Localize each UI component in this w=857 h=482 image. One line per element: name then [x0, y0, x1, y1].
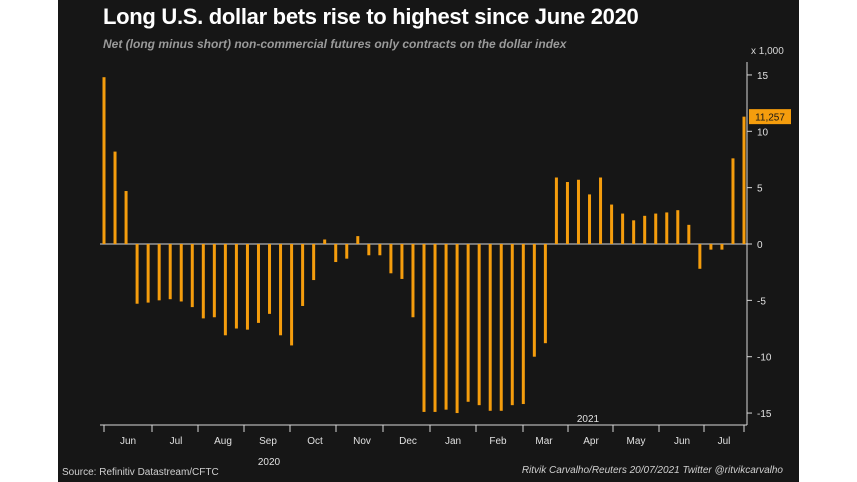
bar	[356, 236, 360, 244]
x-tick-label: Jul	[170, 436, 183, 447]
bar	[532, 244, 536, 357]
bar	[146, 244, 150, 303]
x-tick-label: Oct	[307, 436, 323, 447]
bar	[588, 194, 592, 244]
bar	[654, 213, 658, 244]
bar	[731, 158, 735, 244]
bar	[279, 244, 283, 336]
x-tick-label: Jun	[674, 436, 690, 447]
bar	[367, 244, 371, 256]
y-tick-label: 10	[757, 127, 769, 138]
y-tick-label: -10	[757, 353, 772, 364]
bar	[102, 77, 106, 244]
bar	[400, 244, 404, 279]
bar	[610, 204, 614, 244]
value-callout-label: 11,257	[755, 113, 785, 124]
x-tick-label: Jan	[445, 436, 461, 447]
x-tick-label: Mar	[535, 436, 553, 447]
bar	[599, 177, 603, 244]
bar	[234, 244, 238, 329]
bar	[334, 244, 338, 263]
bar	[124, 191, 128, 244]
bar	[223, 244, 227, 336]
bar	[190, 244, 194, 308]
bar	[488, 244, 492, 411]
bar	[290, 244, 294, 346]
bar	[135, 244, 139, 304]
bar	[742, 116, 746, 244]
x-tick-label: Jul	[718, 436, 731, 447]
bar-chart: 15 10 5 0 -5 -10 -15 Jun Jul Aug Sep Oct Nov Dec Jan Fe…	[100, 62, 791, 468]
bar	[411, 244, 415, 318]
bar	[576, 179, 580, 244]
x-year-label: 2021	[577, 414, 600, 425]
y-tick-label: 15	[757, 71, 769, 82]
bar	[455, 244, 459, 414]
bar	[521, 244, 525, 405]
bar	[422, 244, 426, 412]
x-tick-label: Aug	[214, 436, 232, 447]
bar	[643, 215, 647, 244]
bar	[687, 224, 691, 244]
bar	[378, 244, 382, 256]
x-tick-label: Jun	[120, 436, 136, 447]
bar	[168, 244, 172, 300]
bar	[345, 244, 349, 259]
bar	[632, 220, 636, 244]
y-axis-unit: x 1,000	[751, 46, 784, 57]
bar	[179, 244, 183, 302]
bar	[720, 244, 724, 250]
bar	[621, 213, 625, 244]
bar	[698, 244, 702, 269]
value-callout-box	[749, 109, 791, 125]
bar	[543, 244, 547, 344]
bar	[301, 244, 305, 306]
bar	[477, 244, 481, 406]
bar	[212, 244, 216, 318]
bar	[256, 244, 260, 323]
x-tick-label: Nov	[353, 436, 371, 447]
bar	[312, 244, 316, 281]
chart-subtitle: Net (long minus short) non-commercial fu…	[103, 37, 567, 51]
bar	[510, 244, 514, 406]
x-tick-label: Sep	[259, 436, 277, 447]
y-tick-label: 0	[757, 240, 763, 251]
x-tick-label: Apr	[583, 436, 599, 447]
bar	[245, 244, 249, 330]
chart-panel: Long U.S. dollar bets rise to highest si…	[58, 0, 799, 482]
bar	[554, 177, 558, 244]
chart-title: Long U.S. dollar bets rise to highest si…	[103, 4, 639, 29]
x-year-label: 2020	[258, 457, 281, 468]
bar	[433, 244, 437, 412]
y-tick-label: 5	[757, 184, 763, 195]
bar	[268, 244, 272, 314]
x-tick-label: May	[627, 436, 646, 447]
bar	[499, 244, 503, 411]
x-tick-label: Feb	[489, 436, 507, 447]
y-tick-label: -15	[757, 409, 772, 420]
bar	[709, 244, 713, 250]
bar	[113, 151, 117, 244]
source-note: Source: Refinitiv Datastream/CFTC	[62, 467, 219, 478]
credit-note: Ritvik Carvalho/Reuters 20/07/2021 Twitt…	[521, 465, 783, 476]
bar	[323, 239, 327, 244]
bar	[676, 210, 680, 244]
bar	[665, 212, 669, 244]
x-tick-label: Dec	[399, 436, 417, 447]
bar	[444, 244, 448, 410]
bar	[389, 244, 393, 274]
bar	[466, 244, 470, 402]
y-tick-label: -5	[757, 296, 766, 307]
bar	[157, 244, 161, 301]
bar	[201, 244, 205, 319]
bar	[565, 182, 569, 244]
